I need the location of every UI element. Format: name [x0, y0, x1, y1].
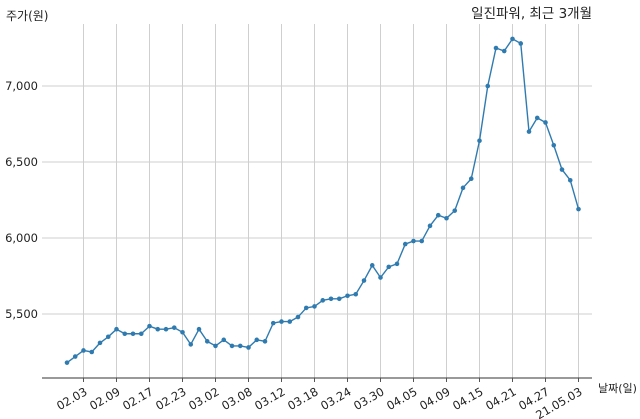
data-point — [353, 291, 359, 297]
data-point — [526, 129, 532, 134]
data-point — [89, 349, 95, 355]
data-point — [510, 36, 515, 42]
x-tick-label: 02.09 — [87, 384, 123, 413]
x-tick-label: 04.21 — [483, 384, 519, 413]
x-tick-label: 03.30 — [351, 384, 387, 413]
data-point — [204, 339, 210, 344]
data-point — [419, 238, 425, 244]
data-point — [402, 241, 408, 247]
data-point — [493, 45, 499, 51]
data-point — [369, 263, 375, 268]
data-point — [171, 325, 177, 330]
data-point — [81, 348, 86, 353]
data-point — [130, 331, 136, 337]
data-point — [97, 340, 103, 346]
data-point — [246, 345, 251, 350]
data-point — [576, 206, 581, 212]
data-point — [262, 339, 268, 344]
data-point — [213, 343, 218, 349]
data-point — [64, 360, 70, 365]
x-tick-label: 03.24 — [318, 384, 354, 413]
x-axis-ticks: 02.0302.0902.1702.2303.0203.0803.1203.18… — [54, 378, 585, 419]
data-point — [114, 326, 119, 332]
data-point — [444, 215, 449, 221]
data-point — [485, 83, 491, 89]
data-point — [543, 120, 548, 125]
y-axis-label: 주가(원) — [6, 9, 48, 23]
data-point — [287, 319, 293, 324]
data-point — [534, 115, 540, 121]
data-point — [518, 41, 524, 46]
x-axis-label: 날짜(일) — [598, 381, 637, 395]
y-tick-label: 6,500 — [5, 155, 38, 169]
x-tick-label: 04.05 — [384, 384, 420, 413]
data-point — [72, 354, 78, 359]
y-tick-label: 7,000 — [5, 79, 38, 93]
x-tick-label: 03.02 — [186, 384, 222, 413]
data-point — [105, 334, 111, 340]
y-tick-label: 5,500 — [5, 307, 38, 321]
data-point — [295, 314, 301, 320]
data-point — [138, 331, 144, 337]
data-point — [435, 212, 441, 218]
data-point — [237, 343, 243, 349]
data-point — [196, 326, 202, 332]
price-series — [64, 36, 581, 365]
data-point — [427, 223, 433, 229]
data-point — [336, 296, 342, 302]
data-point — [567, 177, 573, 183]
data-point — [147, 323, 152, 329]
y-tick-label: 6,000 — [5, 231, 38, 245]
x-tick-label: 03.18 — [285, 384, 321, 413]
data-point — [468, 176, 474, 182]
chart-title: 일진파워, 최근 3개월 — [471, 6, 592, 22]
data-point — [378, 275, 383, 280]
data-point — [180, 329, 185, 335]
x-tick-label: 02.23 — [153, 384, 189, 413]
data-point — [155, 326, 161, 332]
data-point — [320, 298, 326, 303]
y-axis-ticks: 5,500 6,000 6,500 7,000 — [5, 79, 38, 321]
data-point — [328, 296, 334, 302]
x-tick-label: 04.09 — [417, 384, 453, 413]
x-tick-label: 02.03 — [54, 384, 90, 413]
data-point — [460, 185, 466, 191]
data-point — [394, 261, 400, 267]
data-point — [386, 264, 392, 270]
x-tick-label: 02.17 — [120, 384, 156, 413]
x-tick-label: 04.15 — [450, 384, 486, 413]
data-point — [551, 142, 557, 148]
data-point — [303, 305, 309, 311]
x-tick-label: 03.12 — [252, 384, 288, 413]
data-point — [229, 343, 235, 349]
data-point — [122, 331, 128, 337]
data-point — [345, 293, 350, 299]
data-point — [188, 342, 194, 347]
data-point — [270, 320, 276, 326]
data-point — [477, 138, 482, 144]
data-point — [559, 167, 565, 172]
data-point — [221, 337, 227, 343]
data-point — [254, 337, 260, 343]
x-tick-label: 03.08 — [219, 384, 255, 413]
data-point — [361, 278, 367, 283]
data-point — [312, 304, 317, 309]
data-point — [163, 326, 169, 332]
data-point — [501, 48, 507, 54]
data-point — [279, 319, 284, 324]
data-point — [411, 238, 416, 244]
gridlines — [42, 24, 592, 378]
data-point — [452, 208, 458, 213]
